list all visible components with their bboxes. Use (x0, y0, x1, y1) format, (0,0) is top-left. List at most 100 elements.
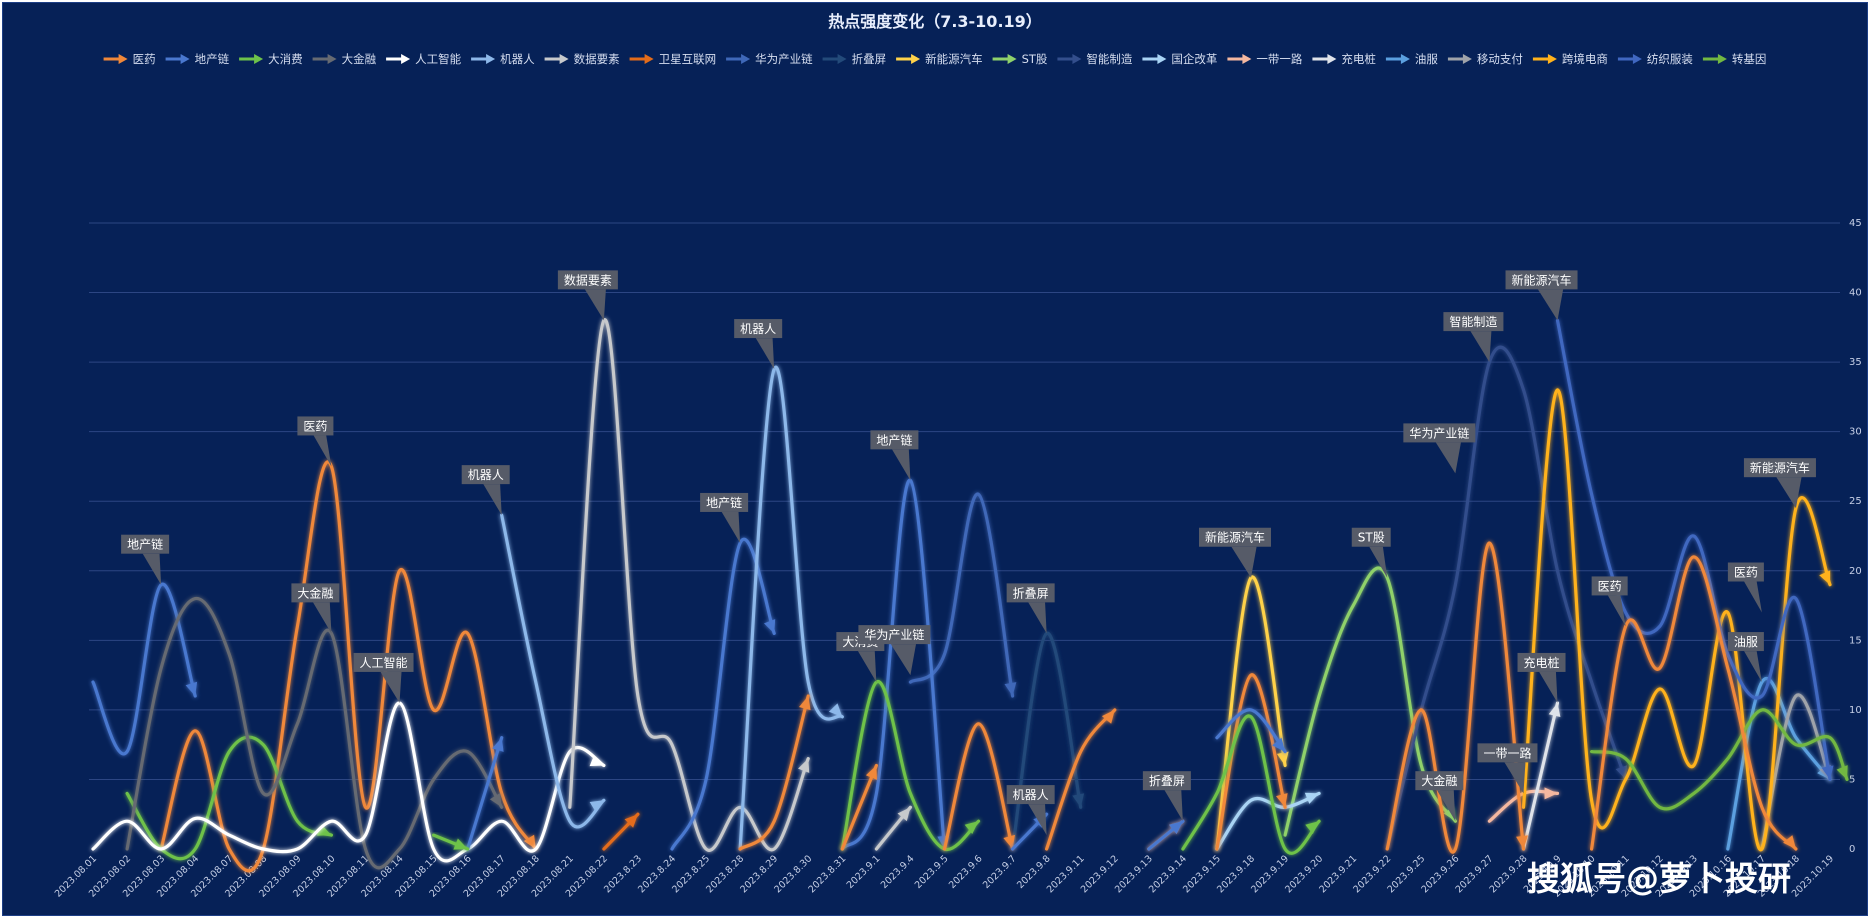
series-line (1521, 388, 1832, 852)
y-tick-label: 0 (1849, 844, 1855, 855)
annotation-box (1351, 527, 1391, 547)
series-arrowhead (589, 800, 604, 813)
legend-label: 人工智能 (415, 52, 461, 66)
annotation-box (1517, 652, 1566, 672)
annotation-callout: 华为产业链 (1403, 423, 1476, 474)
series-segment-31 (1385, 541, 1528, 854)
series-arrowhead (763, 619, 776, 634)
annotation-callout: ST股 (1351, 527, 1391, 578)
annotation-box (870, 430, 919, 450)
legend-item: 华为产业链 (726, 52, 813, 66)
series-arrowhead (489, 793, 502, 808)
legend-arrow (1072, 54, 1082, 64)
series-智能制造 (1385, 345, 1628, 851)
annotation-label: 地产链 (706, 495, 742, 510)
legend-label: 充电桩 (1341, 52, 1376, 66)
legend-item: ST股 (992, 52, 1048, 66)
annotation-callout: 油服 (1727, 632, 1764, 683)
series-segment-24 (840, 680, 981, 851)
legend-item: 折叠屏 (822, 52, 887, 66)
series-line (1385, 345, 1628, 851)
annotation-label: 机器人 (740, 322, 776, 336)
annotation-box (1727, 632, 1764, 652)
series-大消费 (125, 735, 333, 861)
annotation-label: 人工智能 (360, 655, 408, 670)
series-新能源汽车 (1215, 575, 1289, 851)
annotations: 地产链医药大金融人工智能机器人数据要素地产链机器人大消费地产链华为产业链折叠屏机… (121, 270, 1816, 836)
series-arrowhead (1305, 821, 1320, 835)
series-纺织服装 (1555, 318, 1834, 781)
series-arrowhead (1615, 765, 1628, 780)
y-tick-label: 25 (1849, 496, 1862, 507)
annotation-callout: 机器人 (1006, 785, 1055, 836)
legend-arrow (1547, 54, 1557, 64)
legend-item: 充电桩 (1312, 52, 1376, 66)
series-机器人 (500, 513, 606, 829)
annotation-pointer (313, 602, 332, 634)
annotation-callout: 华为产业链 (858, 625, 931, 676)
series-arrowhead (828, 703, 843, 717)
series-line (125, 596, 504, 870)
series-line (670, 537, 776, 851)
y-tick-label: 35 (1849, 357, 1862, 368)
annotation-label: 机器人 (468, 468, 504, 482)
annotation-label: 新能源汽车 (1205, 530, 1265, 545)
legend-label: 折叠屏 (852, 52, 887, 66)
series-line (91, 582, 197, 756)
legend-label: 转基因 (1732, 52, 1767, 66)
annotation-pointer (1028, 804, 1047, 836)
annotation-label: 机器人 (1013, 788, 1049, 802)
legend-arrow (1157, 54, 1167, 64)
chart-title: 热点强度变化（7.3-10.19） (828, 12, 1042, 31)
legend-label: 移动支付 (1477, 52, 1523, 66)
annotation-callout: 智能制造 (1443, 312, 1504, 363)
annotation-box (1006, 583, 1055, 603)
series-line (500, 513, 606, 829)
series-line (1590, 708, 1849, 811)
annotation-pointer (1435, 442, 1461, 474)
series-arrowhead (624, 814, 638, 828)
annotation-pointer (584, 289, 606, 321)
series-arrowhead (185, 681, 198, 696)
y-tick-label: 15 (1849, 635, 1862, 646)
legend-label: 华为产业链 (755, 52, 813, 66)
annotation-label: 华为产业链 (1409, 425, 1469, 440)
series-line (738, 694, 810, 851)
series-arrowhead (1101, 709, 1115, 724)
legend-item: 机器人 (471, 52, 535, 66)
series-人工智能 (91, 701, 606, 863)
legend-arrow (180, 54, 190, 64)
y-tick-label: 10 (1849, 705, 1862, 716)
legend-arrow (1462, 54, 1472, 64)
annotation-box (1743, 458, 1816, 478)
legend-item: 人工智能 (386, 52, 462, 66)
legend-arrow (1327, 54, 1337, 64)
series-line (568, 318, 810, 852)
annotation-label: 新能源汽车 (1512, 272, 1572, 287)
annotation-box (1415, 771, 1464, 791)
annotation-box (1591, 576, 1628, 596)
series-arrowhead (1548, 702, 1561, 717)
y-tick-label: 45 (1849, 218, 1862, 229)
series-arrowhead (1004, 682, 1017, 696)
legend-label: 地产链 (195, 52, 230, 66)
annotation-callout: 大金融 (291, 583, 340, 634)
series-segment-30 (1215, 673, 1288, 851)
watermark: 搜狐号@萝卜投研 (1527, 859, 1791, 898)
annotation-pointer (1744, 651, 1762, 683)
annotation-callout: 地产链 (700, 492, 749, 543)
annotation-box (1006, 785, 1055, 805)
annotation-box (1727, 562, 1764, 582)
legend-arrow (1007, 54, 1017, 64)
annotation-pointer (142, 553, 162, 585)
y-tick-label: 40 (1849, 288, 1862, 299)
series-数据要素 (568, 318, 810, 852)
legend-arrow (118, 54, 128, 64)
legend-arrow (837, 54, 847, 64)
annotation-label: 油服 (1734, 635, 1758, 649)
annotation-box (858, 625, 931, 645)
series-arrowhead (453, 838, 468, 850)
series-arrowhead (865, 765, 877, 780)
legend-item: 纺织服装 (1617, 52, 1693, 66)
annotation-label: 地产链 (876, 432, 912, 447)
